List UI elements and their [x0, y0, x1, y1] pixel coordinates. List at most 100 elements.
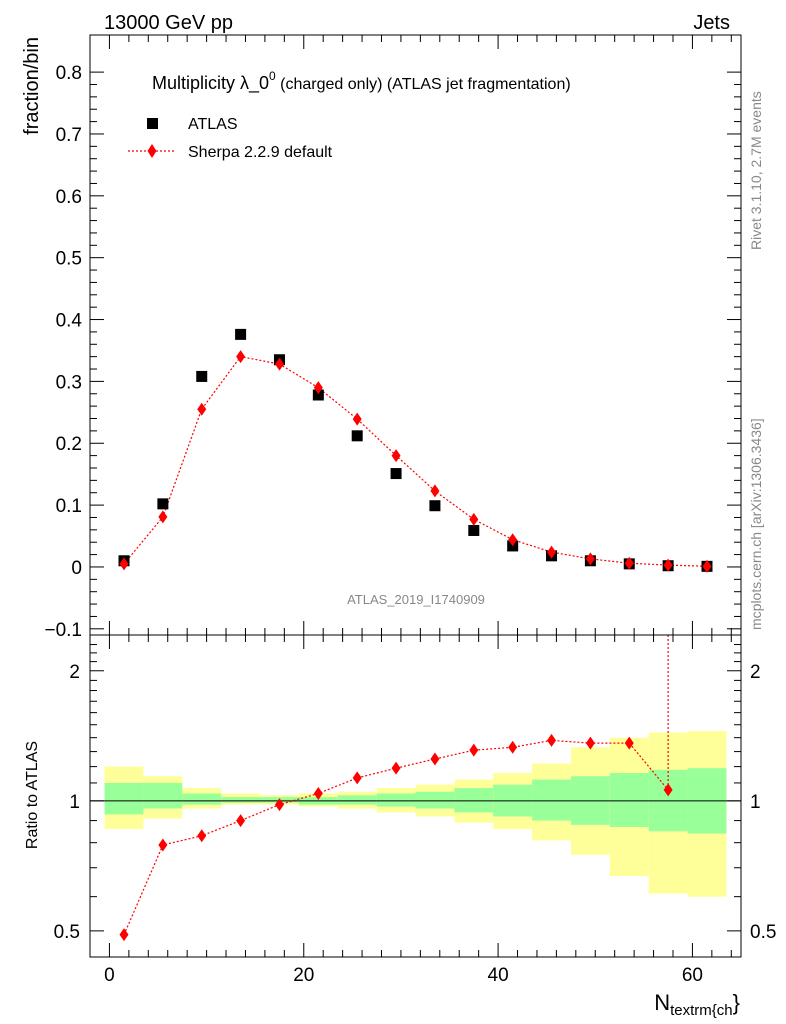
ratio-xlabel-end: }	[733, 990, 740, 1015]
sherpa-point	[313, 381, 323, 395]
main-xticks	[108, 35, 732, 635]
main-ylabel: fraction/bin	[21, 37, 43, 135]
main-ytick-label: 0.5	[56, 249, 82, 270]
main-yticks: −0.1 0 0.1 0.2 0.3 0.4 0.5 0.6 0.7 0.8	[44, 63, 741, 641]
atlas-point	[390, 468, 402, 480]
ratio-band-stat	[337, 795, 377, 805]
main-ytick-label: 0.4	[56, 311, 83, 332]
sherpa-point	[469, 512, 479, 526]
sherpa-point	[158, 510, 168, 524]
chart-title-main: Multiplicity λ_0	[152, 73, 269, 94]
ratio-series	[119, 635, 673, 942]
main-ytick-label: 0	[71, 558, 82, 579]
legend-sherpa-marker	[147, 144, 157, 158]
ratio-point	[508, 740, 518, 754]
chart-title-sup: 0	[269, 69, 276, 83]
ratio-band-stat	[454, 788, 494, 813]
main-panel: −0.1 0 0.1 0.2 0.3 0.4 0.5 0.6 0.7 0.8 Multiplici…	[21, 34, 742, 641]
sherpa-point	[352, 412, 362, 426]
ratio-point	[585, 736, 595, 750]
sherpa-point	[585, 552, 595, 566]
header-left: 13000 GeV pp	[104, 12, 233, 34]
atlas-point	[157, 498, 169, 510]
sherpa-point	[547, 545, 557, 559]
main-ytick-label: 0.6	[56, 187, 82, 208]
chart-title-rest: (charged only) (ATLAS jet fragmentation)	[276, 76, 571, 93]
ratio-point	[119, 928, 129, 942]
ratio-ylabel: Ratio to ATLAS	[24, 741, 41, 849]
ratio-xticks: 0 20 40 60	[104, 635, 732, 986]
ratio-yticks: 0.5 0.5 1 1 2 2	[54, 644, 776, 943]
legend-atlas-marker	[147, 118, 158, 129]
main-ytick-label: 0.1	[56, 496, 82, 517]
main-series	[118, 328, 713, 573]
ratio-xtick-label: 20	[293, 965, 314, 986]
ratio-xtick-label: 40	[488, 965, 509, 986]
mcplots-label: mcplots.cern.ch [arXiv:1306.3436]	[748, 418, 764, 630]
sherpa-point	[236, 350, 246, 364]
ratio-ytick-label-right: 1	[750, 792, 761, 813]
chart-title: Multiplicity λ_00 (charged only) (ATLAS …	[152, 69, 571, 94]
header-right: Jets	[693, 12, 730, 34]
sherpa-point	[274, 357, 284, 371]
sherpa-line	[123, 355, 708, 567]
ratio-band-stat	[143, 782, 183, 809]
sherpa-point	[508, 533, 518, 547]
atlas-point	[312, 389, 324, 401]
ratio-ytick-label: 1	[69, 792, 80, 813]
ratio-band-stat	[221, 797, 261, 803]
main-ytick-label: −0.1	[44, 620, 82, 641]
sherpa-point	[119, 557, 129, 571]
main-ytick-label: 0.7	[56, 125, 82, 146]
legend-atlas-label: ATLAS	[188, 116, 238, 133]
sherpa-point	[197, 402, 207, 416]
ratio-xtick-label: 60	[682, 965, 703, 986]
ratio-line	[123, 739, 669, 935]
ratio-point	[624, 736, 634, 750]
ratio-point	[547, 733, 557, 747]
ratio-ytick-label: 2	[69, 662, 80, 683]
rivet-label: Rivet 3.1.10, 2.7M events	[748, 91, 764, 250]
main-ytick-label: 0.3	[56, 372, 82, 393]
sherpa-point	[702, 559, 712, 573]
ratio-panel: 0.5 0.5 1 1 2 2 0 20 40 60 Ratio to ATLAS Ntextr…	[24, 634, 776, 1019]
ratio-band-stat	[532, 779, 571, 821]
ratio-point	[352, 771, 362, 785]
analysis-id: ATLAS_2019_I1740909	[347, 592, 485, 607]
sherpa-point	[430, 484, 440, 498]
atlas-point	[429, 500, 441, 512]
ratio-point	[236, 814, 246, 828]
legend-sherpa-label: Sherpa 2.2.9 default	[188, 144, 333, 161]
ratio-xlabel: Ntextrm{ch}	[654, 990, 740, 1019]
ratio-ytick-label-right: 2	[750, 662, 761, 683]
atlas-point	[351, 430, 363, 442]
legend: ATLAS Sherpa 2.2.9 default	[128, 116, 333, 161]
ratio-frame	[89, 634, 742, 958]
sherpa-point	[624, 556, 634, 570]
ratio-xtick-label: 0	[104, 965, 115, 986]
ratio-ytick-label-right: 0.5	[750, 922, 776, 943]
ratio-point	[274, 798, 284, 812]
ratio-point	[391, 761, 401, 775]
ratio-xlabel-main: N	[654, 990, 670, 1015]
ratio-band-stat	[376, 793, 416, 807]
ratio-point	[313, 786, 323, 800]
ratio-point	[469, 743, 479, 757]
ratio-band-stat	[415, 791, 455, 809]
main-ytick-label: 0.2	[56, 434, 82, 455]
ratio-xlabel-sub: textrm{ch	[670, 1002, 733, 1019]
ratio-point	[663, 783, 673, 797]
atlas-point	[468, 524, 480, 536]
ratio-band-stat	[104, 782, 144, 815]
sherpa-point	[663, 558, 673, 572]
ratio-point	[158, 838, 168, 852]
sherpa-point	[391, 449, 401, 463]
ratio-ytick-label: 0.5	[54, 922, 80, 943]
ratio-band-stat	[609, 772, 649, 827]
atlas-point	[235, 328, 247, 340]
ratio-point	[430, 752, 440, 766]
atlas-point	[196, 370, 208, 382]
main-ytick-label: 0.8	[56, 63, 82, 84]
ratio-point	[197, 829, 207, 843]
